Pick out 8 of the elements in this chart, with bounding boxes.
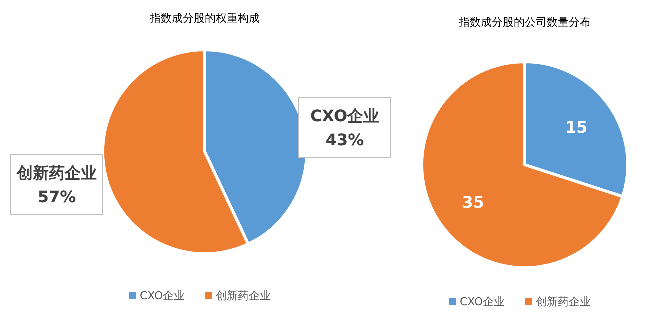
chart-title: 指数成分股的公司数量分布	[458, 16, 591, 29]
legend-label: CXO企业	[460, 296, 506, 308]
data-label: CXO企业 43%	[310, 106, 380, 150]
chart-title: 指数成分股的权重构成	[149, 12, 260, 25]
legend-label: 创新药企业	[216, 290, 271, 302]
legend-label: CXO企业	[140, 290, 186, 302]
legend-label: 创新药企业	[536, 296, 591, 308]
data-label: 创新药企业 57%	[16, 164, 97, 206]
